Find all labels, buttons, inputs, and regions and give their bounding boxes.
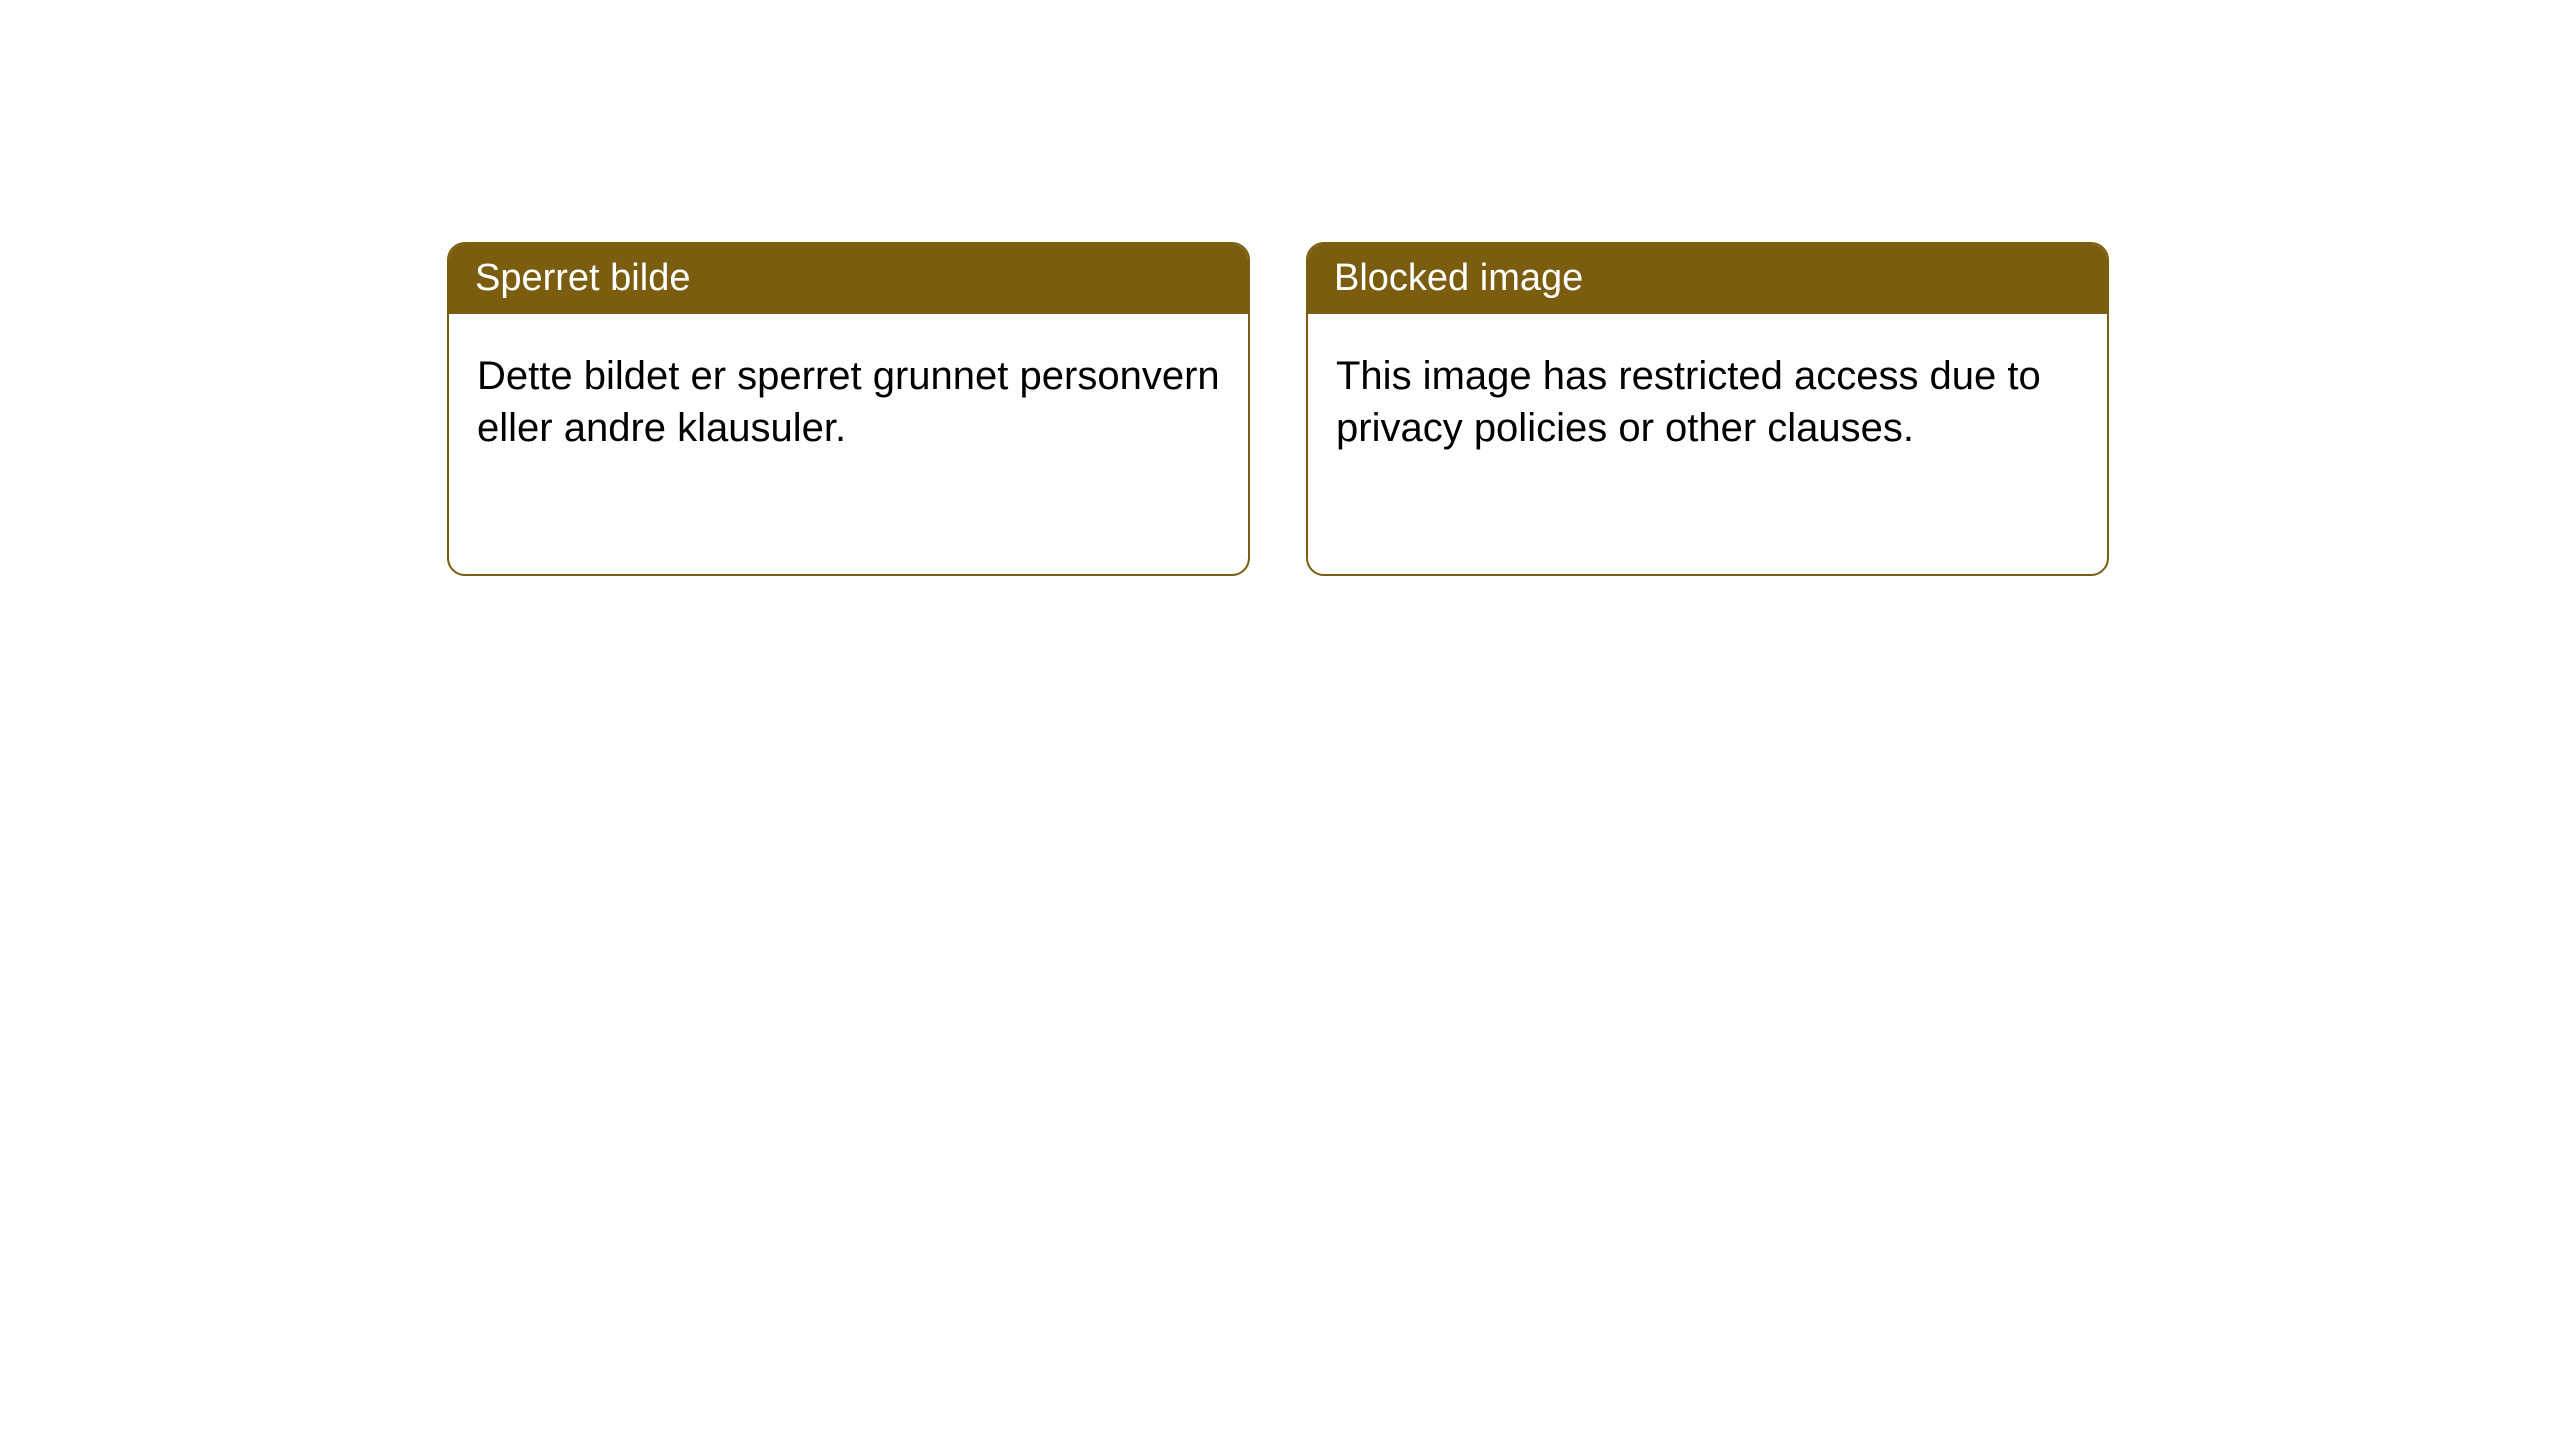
blocked-image-card-english: Blocked image This image has restricted …	[1306, 242, 2109, 576]
notice-container: Sperret bilde Dette bildet er sperret gr…	[0, 0, 2560, 576]
card-header: Blocked image	[1308, 244, 2107, 314]
blocked-image-card-norwegian: Sperret bilde Dette bildet er sperret gr…	[447, 242, 1250, 576]
card-header: Sperret bilde	[449, 244, 1248, 314]
card-body: This image has restricted access due to …	[1308, 314, 2107, 490]
card-body: Dette bildet er sperret grunnet personve…	[449, 314, 1248, 490]
